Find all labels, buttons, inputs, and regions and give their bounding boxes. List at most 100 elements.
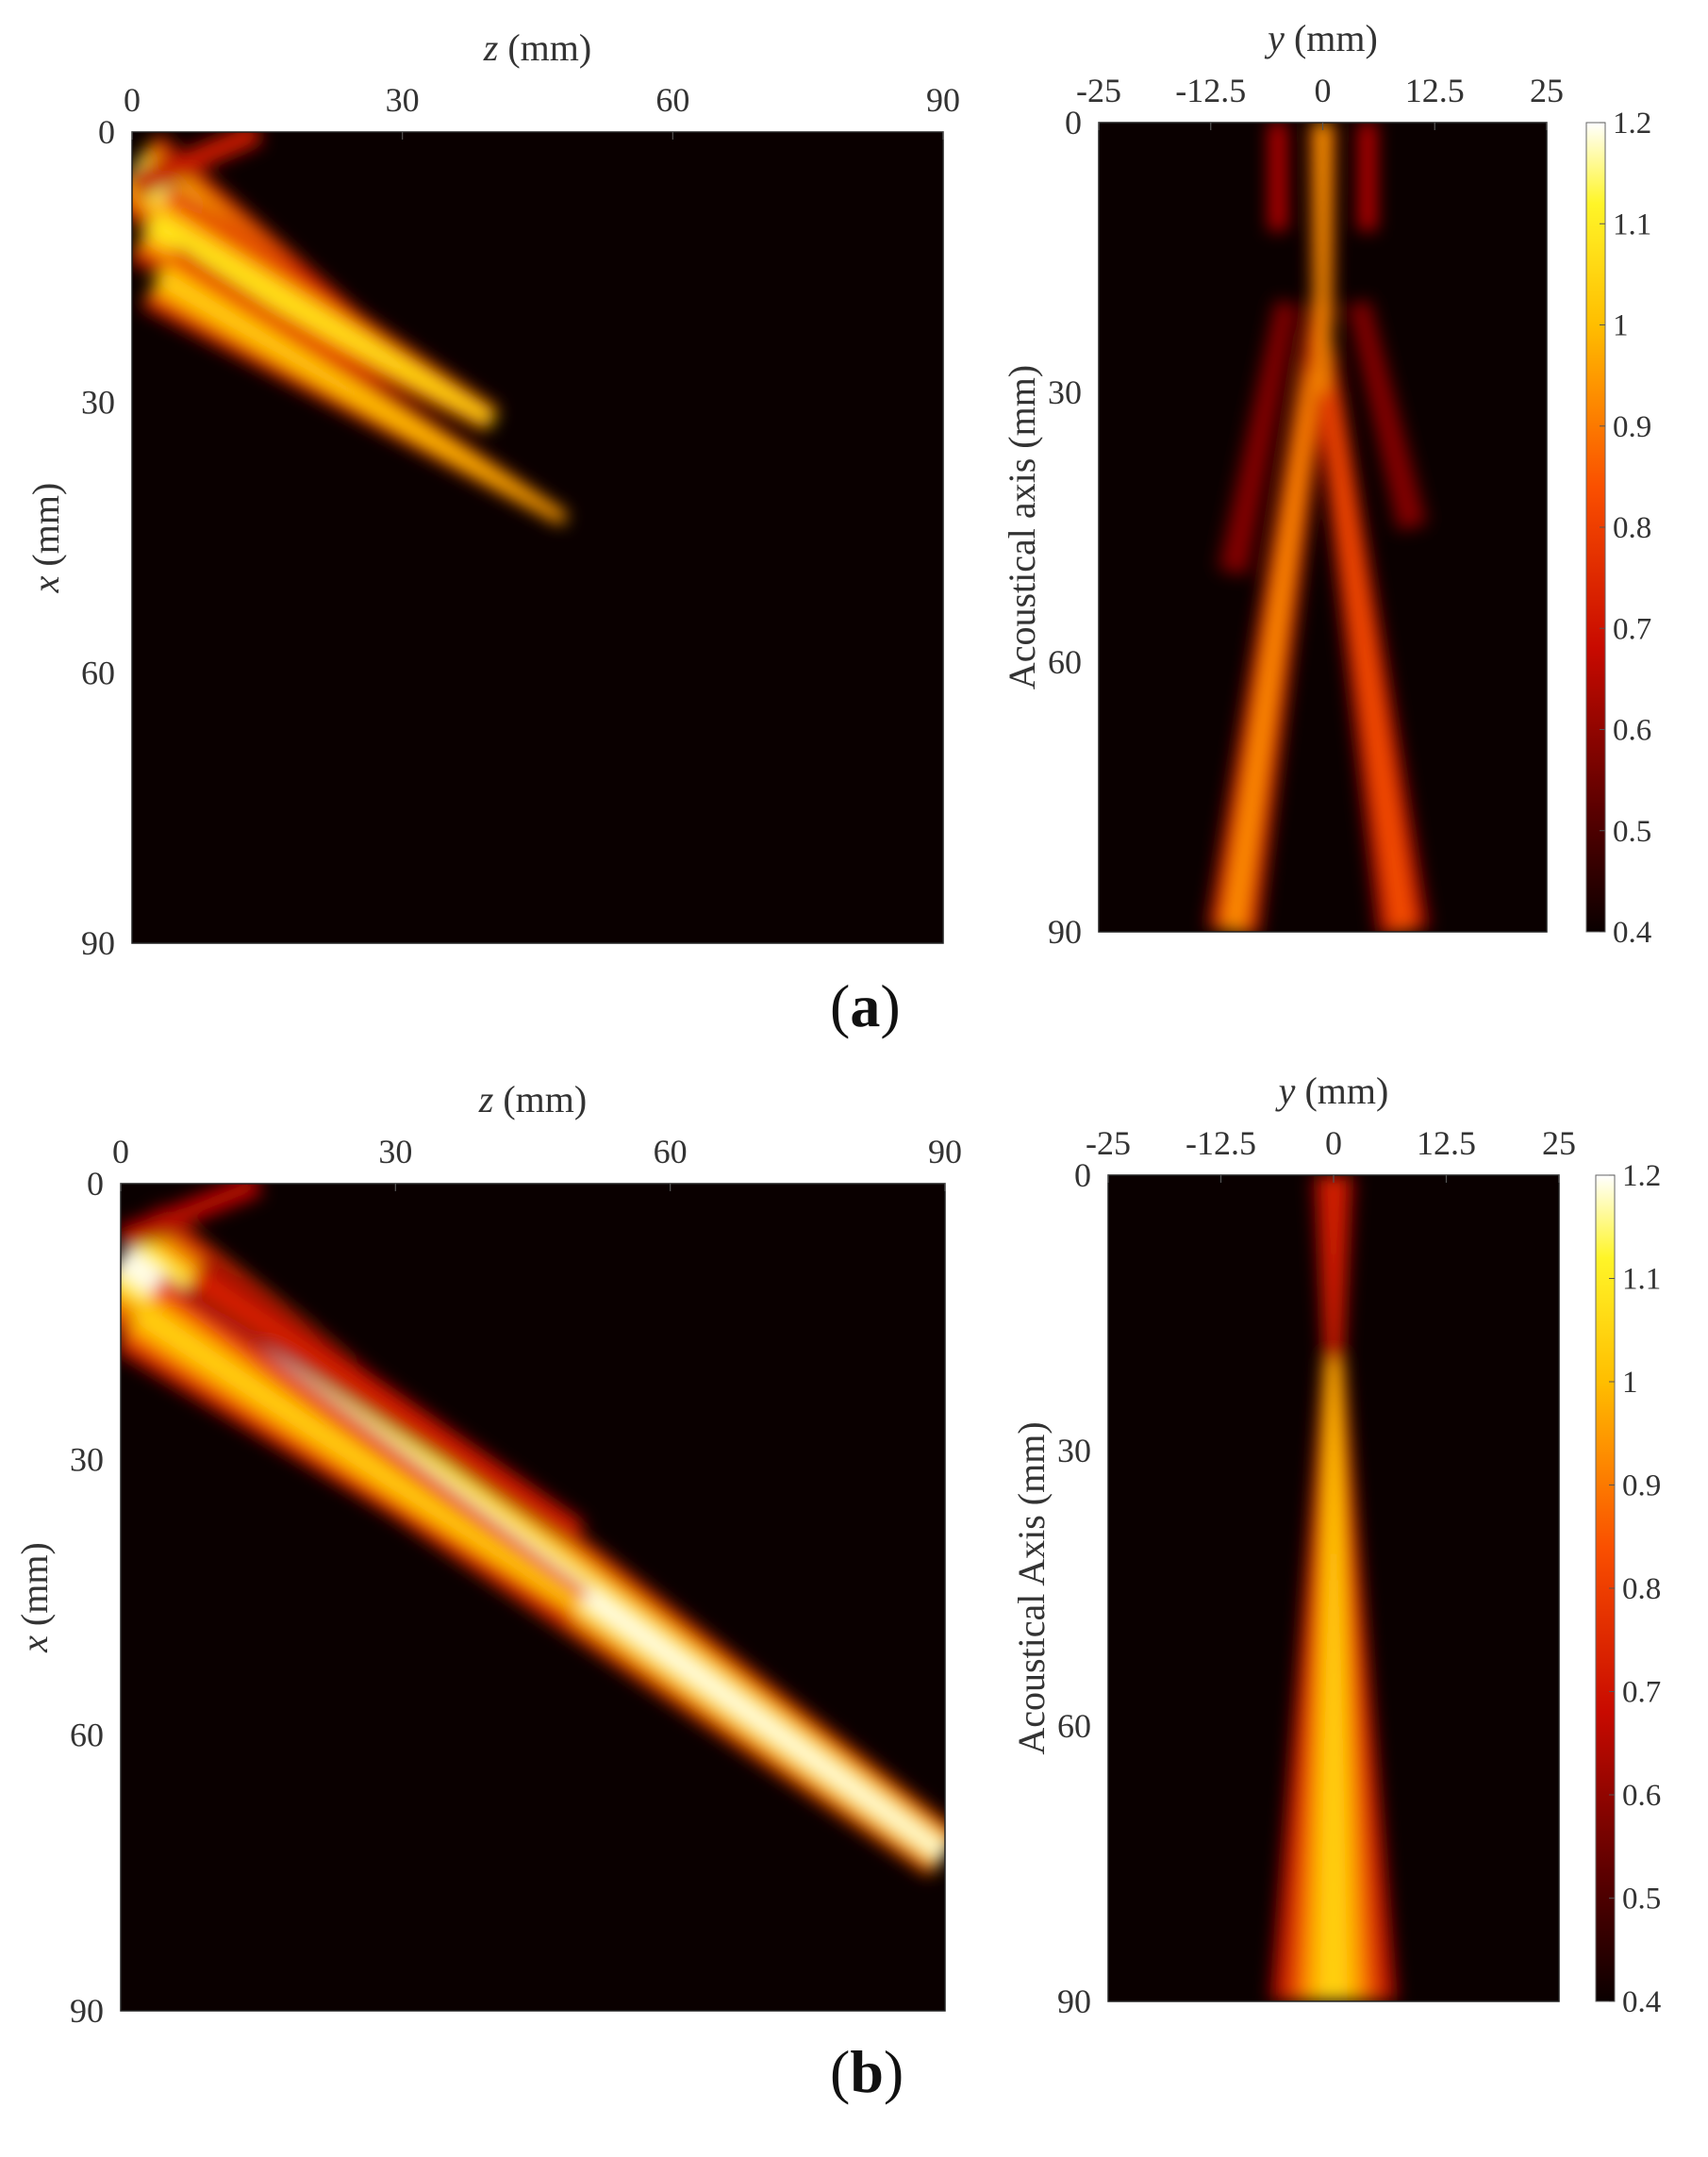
heatmap-group-b-right: -25 -12.5 0 12.5 25 0 30 60 90 y (mm) Acoustical A… (1010, 1070, 1661, 2020)
heatmap-group-a-right: -25 -12.5 0 12.5 25 0 30 60 90 y (mm) Acoustical a… (1001, 17, 1651, 951)
y-tick-label: 60 (1057, 1707, 1091, 1745)
x-axis-unit: (mm) (1295, 1070, 1388, 1112)
x-tick-label: 90 (926, 81, 960, 119)
beam-3-layer-3 (132, 132, 260, 190)
panel-label-a: (a) (830, 971, 901, 1041)
colorbar-tick-label: 1.2 (1622, 1159, 1661, 1193)
colorbar-tick-label: 1.1 (1622, 1263, 1661, 1297)
x-axis-unit: (mm) (498, 26, 591, 69)
y-tick-label: 90 (70, 1992, 104, 2030)
beam-2-layer-3 (191, 1270, 581, 1535)
beam-2-layer-3 (155, 269, 566, 522)
x-tick-label: -25 (1076, 72, 1121, 109)
beam-1-layer-3 (1319, 346, 1410, 932)
colorbar-tick-label: 1 (1613, 309, 1629, 343)
colorbar-tick-label: 1.1 (1613, 207, 1651, 241)
y-axis-title: Acoustical Axis (mm) (1010, 1421, 1053, 1754)
x-tick-label: 25 (1542, 1124, 1576, 1162)
y-tick-label: 90 (81, 924, 115, 962)
plot-frame (120, 1183, 946, 2012)
x-tick-label: 30 (386, 81, 420, 119)
beam-3-layer-3 (121, 1184, 259, 1242)
y-tick-label: 30 (1048, 373, 1082, 411)
x-tick-label: 12.5 (1417, 1124, 1476, 1162)
panel-label-b-open: ( (830, 2038, 851, 2105)
x-tick-label: -25 (1086, 1124, 1131, 1162)
beam-1-layer-3 (144, 213, 494, 423)
colorbar-tick-label: 1 (1622, 1366, 1638, 1400)
heatmap-beams (121, 1184, 945, 1878)
x-tick-label: -12.5 (1175, 72, 1246, 109)
y-tick-label: 0 (1074, 1156, 1091, 1194)
x-tick-label: 0 (1325, 1124, 1342, 1162)
colorbar-tick-label: 0.8 (1613, 511, 1651, 545)
panel-label-a-open: ( (830, 972, 851, 1039)
panel-label-b-letter: b (850, 2038, 884, 2105)
y-tick-label: 90 (1048, 913, 1082, 951)
x-tick-label: 60 (654, 1133, 688, 1170)
colorbar-tick-label: 0.8 (1622, 1572, 1661, 1606)
y-axis-title: Acoustical axis (mm) (1001, 365, 1043, 689)
x-tick-label: 0 (1315, 72, 1332, 109)
beam-1-layer-3 (1319, 1358, 1348, 2001)
x-axis-var: z (483, 26, 499, 69)
x-tick-label: 0 (124, 81, 141, 119)
y-axis-title: x (mm) (13, 1542, 56, 1653)
y-tick-label: 90 (1057, 1983, 1091, 2020)
colorbar-tick-label: 0.6 (1613, 714, 1651, 748)
panel-label-a-close: ) (880, 972, 901, 1039)
y-axis-unit: (mm) (25, 483, 67, 576)
beam-3-layer-3 (1275, 123, 1281, 231)
x-axis-title: z (mm) (483, 26, 591, 69)
colorbar-tick-label: 0.9 (1613, 410, 1651, 444)
x-axis-var: z (478, 1078, 494, 1120)
y-tick-label: 30 (1057, 1432, 1091, 1469)
x-axis-title: y (mm) (1275, 1070, 1389, 1112)
beam-2-layer-3 (1319, 123, 1326, 392)
y-tick-label: 0 (98, 113, 115, 151)
x-tick-label: 90 (928, 1133, 962, 1170)
y-tick-label: 0 (1065, 104, 1082, 141)
x-axis-var: y (1275, 1070, 1296, 1112)
colorbar-tick-label: 0.5 (1622, 1883, 1661, 1916)
x-axis-title: z (mm) (478, 1078, 587, 1120)
x-tick-label: 12.5 (1405, 72, 1465, 109)
beam-0-layer-3 (1328, 1175, 1339, 1359)
x-axis-unit: (mm) (493, 1078, 587, 1120)
beam-1-layer-3 (133, 1303, 581, 1610)
panel-label-b-close: ) (883, 2038, 904, 2105)
y-tick-label: 60 (1048, 643, 1082, 681)
x-tick-label: -12.5 (1186, 1124, 1256, 1162)
beam-0-layer-3 (1227, 302, 1326, 932)
panel-label-a-letter: a (850, 972, 881, 1039)
y-tick-label: 30 (81, 384, 115, 422)
y-axis-var: x (13, 1635, 56, 1653)
x-axis-unit: (mm) (1285, 17, 1378, 59)
y-tick-label: 30 (70, 1440, 104, 1478)
panel-label-b: (b) (830, 2037, 904, 2107)
x-tick-label: 30 (378, 1133, 412, 1170)
colorbar-tick-label: 0.4 (1622, 1985, 1661, 2019)
colorbar-tick-label: 0.4 (1613, 916, 1651, 950)
x-tick-label: 0 (112, 1133, 129, 1170)
x-axis-var: y (1264, 17, 1285, 59)
heatmap-beams (132, 132, 569, 526)
beam-6-layer-3 (1355, 301, 1417, 528)
colorbar-tick-label: 0.6 (1622, 1779, 1661, 1813)
heatmap-beams (1206, 123, 1431, 932)
x-tick-label: 60 (655, 81, 689, 119)
y-tick-label: 60 (70, 1717, 104, 1754)
beam-4-layer-3 (1365, 123, 1370, 231)
colorbar-tick-label: 1.2 (1613, 107, 1651, 141)
y-axis-unit: (mm) (13, 1542, 56, 1635)
y-tick-label: 60 (81, 654, 115, 691)
colorbar-tick-label: 0.9 (1622, 1469, 1661, 1503)
plot-frame (131, 131, 944, 944)
beam-5-layer-3 (1229, 302, 1290, 573)
y-tick-label: 0 (87, 1165, 104, 1203)
colorbar-tick-label: 0.7 (1622, 1676, 1661, 1710)
